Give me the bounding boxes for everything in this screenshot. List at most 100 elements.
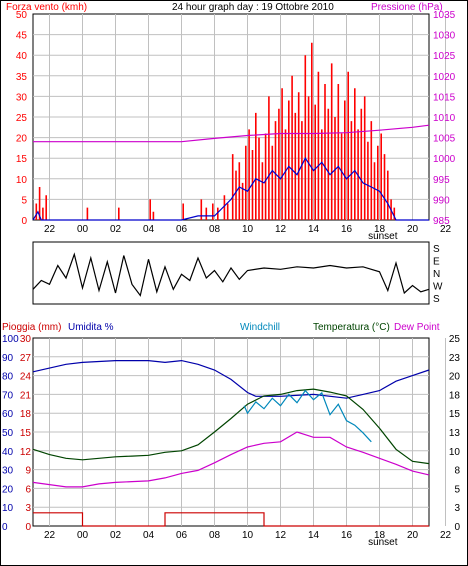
- wind-x-tick-label: 08: [209, 224, 221, 235]
- humidity-tick-label: 80: [2, 372, 14, 383]
- temp-x-tick-label: 16: [341, 530, 353, 541]
- humidity-tick-label: 30: [2, 466, 14, 477]
- rain-tick-label: 21: [20, 390, 32, 401]
- pressure-tick-label: 1010: [433, 113, 456, 124]
- temp-tick-label: 25: [449, 334, 461, 345]
- wind-plot-data: [32, 42, 430, 221]
- pressure-tick-label: 1015: [433, 92, 456, 103]
- temp-x-tick-label: 10: [242, 530, 254, 541]
- rain-axis-title: Pioggia (mm): [2, 322, 61, 333]
- wind-x-tick-label: 04: [143, 224, 155, 235]
- wind-sunset-label: sunset: [368, 231, 398, 242]
- wind-x-tick-label: 06: [176, 224, 188, 235]
- wind-average-line: [32, 157, 429, 221]
- temp-tick-label: 13: [449, 428, 461, 439]
- temp-x-tick-label: 08: [209, 530, 221, 541]
- direction-plot-frame: [32, 241, 430, 305]
- wind-tick-label: 35: [16, 72, 28, 83]
- direction-letter: S: [433, 294, 440, 305]
- temp-tick-label: 15: [449, 409, 461, 420]
- rain-tick-label: 15: [20, 428, 32, 439]
- direction-plot-data: [32, 252, 430, 297]
- temp-tick-label: 10: [449, 447, 461, 458]
- wind-tick-label: 45: [16, 31, 28, 42]
- direction-letter: S: [433, 244, 440, 255]
- humidity-tick-label: 40: [2, 447, 14, 458]
- temp-x-tick-label: 02: [110, 530, 122, 541]
- wind-tick-label: 0: [21, 216, 27, 227]
- rain-tick-label: 27: [20, 353, 32, 364]
- wind-x-tick-label: 20: [407, 224, 419, 235]
- wind-tick-label: 30: [16, 92, 28, 103]
- wind-tick-label: 50: [16, 10, 28, 21]
- wind-x-tick-label: 10: [242, 224, 254, 235]
- pressure-tick-label: 1005: [433, 134, 456, 145]
- temp-tick-label: 18: [449, 390, 461, 401]
- rain-tick-label: 9: [25, 466, 31, 477]
- temperature-line: [32, 388, 430, 465]
- wind-x-tick-label: 22: [440, 224, 452, 235]
- pressure-tick-label: 1035: [433, 10, 456, 21]
- wind-gust-bars: [35, 42, 396, 220]
- rain-tick-label: 30: [20, 334, 32, 345]
- wind-x-tick-label: 22: [44, 224, 56, 235]
- humidity-tick-label: 0: [2, 522, 8, 533]
- pressure-tick-label: 1020: [433, 72, 456, 83]
- wind-tick-label: 20: [16, 134, 28, 145]
- temp-sunset-label: sunset: [368, 537, 398, 548]
- chart-title: 24 hour graph day : 19 Ottobre 2010: [172, 2, 334, 13]
- humidity-axis-title: Umidita %: [68, 322, 114, 333]
- temp-plot-data: [32, 359, 430, 527]
- direction-letter: N: [433, 269, 440, 280]
- humidity-tick-label: 60: [2, 409, 14, 420]
- temp-x-tick-label: 14: [308, 530, 320, 541]
- wind-x-tick-label: 18: [374, 224, 386, 235]
- temp-x-tick-label: 22: [440, 530, 452, 541]
- pressure-tick-label: 985: [433, 216, 450, 227]
- temp-x-tick-label: 04: [143, 530, 155, 541]
- temp-x-tick-label: 20: [407, 530, 419, 541]
- pressure-tick-label: 995: [433, 175, 450, 186]
- wind-x-tick-label: 02: [110, 224, 122, 235]
- rain-tick-label: 3: [25, 503, 31, 514]
- wind-plot-grid: [33, 14, 446, 220]
- wind-x-tick-label: 12: [275, 224, 287, 235]
- temp-tick-label: 23: [449, 353, 461, 364]
- humidity-tick-label: 70: [2, 390, 14, 401]
- wind-tick-label: 15: [16, 154, 28, 165]
- temp-x-tick-label: 18: [374, 530, 386, 541]
- temp-plot-grid: [33, 338, 446, 526]
- temp-tick-label: 20: [449, 372, 461, 383]
- wind-direction-line: [32, 252, 430, 297]
- windchill-label: Windchill: [240, 322, 280, 333]
- temp-tick-label: 8: [454, 466, 460, 477]
- temp-x-tick-label: 00: [77, 530, 89, 541]
- dewpoint-line: [32, 431, 430, 488]
- rain-tick-label: 0: [25, 522, 31, 533]
- pressure-tick-label: 1025: [433, 51, 456, 62]
- humidity-tick-label: 20: [2, 484, 14, 495]
- temp-x-tick-label: 12: [275, 530, 287, 541]
- rain-tick-label: 6: [25, 484, 31, 495]
- wind-x-tick-label: 14: [308, 224, 320, 235]
- temp-tick-label: 3: [454, 503, 460, 514]
- humidity-tick-label: 100: [2, 334, 19, 345]
- pressure-tick-label: 990: [433, 195, 450, 206]
- dewpoint-label: Dew Point: [394, 322, 440, 333]
- humidity-tick-label: 50: [2, 428, 14, 439]
- pressure-line: [33, 124, 430, 143]
- wind-tick-label: 25: [16, 113, 28, 124]
- temp-x-tick-label: 22: [44, 530, 56, 541]
- wind-plot-axes: 0510152025303540455098599099510001005101…: [16, 10, 456, 242]
- humidity-tick-label: 90: [2, 353, 14, 364]
- pressure-axis-title: Pressione (hPa): [371, 2, 443, 13]
- rain-tick-label: 24: [20, 372, 32, 383]
- wind-x-tick-label: 16: [341, 224, 353, 235]
- direction-letter: E: [433, 257, 440, 268]
- rain-tick-label: 12: [20, 447, 32, 458]
- wind-tick-label: 5: [21, 195, 27, 206]
- rain-line: [33, 512, 429, 527]
